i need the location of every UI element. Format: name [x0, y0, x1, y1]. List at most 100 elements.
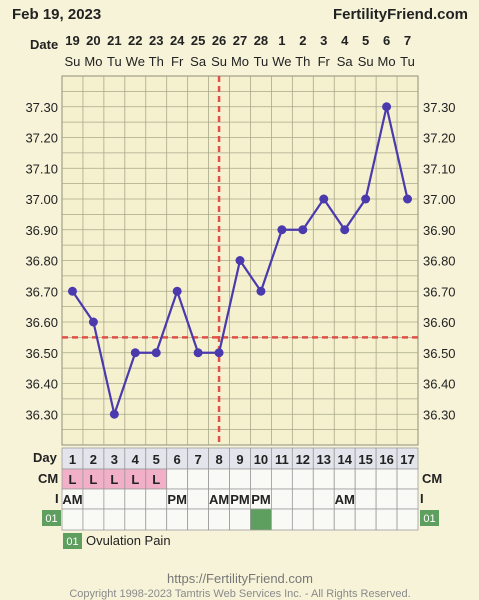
brand-name: FertilityFriend.com [333, 6, 468, 23]
day-number: 6 [174, 452, 181, 467]
day-number: 11 [275, 452, 289, 467]
cm-cell [166, 468, 189, 490]
temperature-point [277, 225, 287, 235]
cm-row-label-left: CM [38, 471, 58, 486]
date-label: 26 [212, 33, 226, 48]
weekday-label: We [272, 54, 291, 69]
weekday-label: Su [358, 54, 374, 69]
temperature-series [67, 102, 413, 419]
intercourse-cell [291, 488, 314, 510]
custom-cell [312, 508, 335, 531]
temperature-point [193, 348, 203, 358]
day-number: 13 [317, 452, 331, 467]
date-label: 22 [128, 33, 142, 48]
legend-label: Ovulation Pain [86, 533, 171, 548]
date-row-label: Date [30, 37, 58, 52]
intercourse-cell [396, 488, 419, 510]
temperature-point [109, 409, 119, 419]
intercourse-cell [124, 488, 147, 510]
y-tick-label: 37.00 [423, 192, 456, 207]
weekday-label: Sa [337, 54, 354, 69]
y-tick-label: 36.70 [423, 284, 456, 299]
cm-cell [354, 468, 377, 490]
date-label: 5 [362, 33, 369, 48]
y-tick-label: 37.10 [423, 161, 456, 176]
intercourse-cell [312, 488, 335, 510]
cm-value: L [68, 472, 76, 487]
custom-code-badge-right [420, 510, 439, 526]
date-label: 21 [107, 33, 121, 48]
y-tick-label: 36.50 [423, 346, 456, 361]
intercourse-cell [375, 488, 398, 510]
footer-url[interactable]: https://FertilityFriend.com [167, 571, 313, 586]
weekday-label: We [126, 54, 145, 69]
temperature-point [403, 194, 413, 204]
day-number: 17 [400, 452, 414, 467]
y-tick-label: 36.40 [25, 377, 58, 392]
custom-cell [145, 508, 168, 531]
y-tick-label: 36.30 [423, 407, 456, 422]
custom-cell [333, 508, 356, 531]
day-number: 16 [379, 452, 393, 467]
weekday-label: Mo [84, 54, 102, 69]
cm-value: L [152, 472, 160, 487]
cm-cell [187, 468, 209, 490]
intercourse-value: AM [62, 492, 82, 507]
legend-code: 01 [66, 536, 78, 548]
temperature-point [172, 286, 182, 296]
day-number: 12 [296, 452, 310, 467]
cm-cell [375, 468, 398, 490]
weekday-label: Fr [318, 54, 331, 69]
weekday-label: Tu [107, 54, 122, 69]
legend-badge [63, 533, 82, 549]
intercourse-value: AM [209, 492, 229, 507]
weekday-label: Tu [400, 54, 415, 69]
day-row-label: Day [33, 450, 58, 465]
day-number: 10 [254, 452, 268, 467]
intercourse-value: PM [230, 492, 250, 507]
temperature-point [361, 194, 371, 204]
cm-cell [333, 468, 356, 490]
y-tick-label: 37.30 [423, 100, 456, 115]
reference-lines [62, 76, 418, 445]
day-number: 14 [337, 452, 352, 467]
temperature-point [340, 225, 350, 235]
custom-cell [103, 508, 126, 531]
date-label: 7 [404, 33, 411, 48]
y-tick-label: 37.00 [25, 192, 58, 207]
y-tick-label: 36.50 [25, 346, 58, 361]
custom-cell [82, 508, 105, 531]
cm-cell [291, 468, 314, 490]
custom-cell [291, 508, 314, 531]
intercourse-cell [82, 488, 105, 510]
day-number: 1 [69, 452, 76, 467]
date-labels: 19 20 21 22 23 24 25 26 27 28 1 2 3 4 5 6 7 [65, 33, 411, 48]
date-label: 20 [86, 33, 100, 48]
y-tick-label: 37.20 [25, 131, 58, 146]
cm-cell [250, 468, 272, 490]
weekday-label: Sa [190, 54, 207, 69]
temperature-point [235, 256, 245, 265]
day-number: 15 [358, 452, 372, 467]
custom-cell [396, 508, 419, 531]
intercourse-value: PM [167, 492, 187, 507]
y-tick-label: 36.60 [423, 315, 456, 330]
day-number: 9 [236, 452, 243, 467]
y-tick-label: 36.90 [423, 223, 456, 238]
date-label: 2 [299, 33, 306, 48]
day-number: 8 [215, 452, 222, 467]
custom-cell [250, 508, 272, 531]
intercourse-row-label-left: I [55, 491, 59, 506]
custom-cell [187, 508, 209, 531]
custom-code-badge-left [42, 510, 61, 526]
y-tick-label: 36.90 [25, 223, 58, 238]
intercourse-value: AM [335, 492, 355, 507]
date-label: 1 [278, 33, 285, 48]
y-tick-label: 36.70 [25, 284, 58, 299]
temperature-point [256, 286, 266, 296]
temperature-point [214, 348, 224, 358]
day-number: 2 [90, 452, 97, 467]
cm-value: L [110, 472, 118, 487]
y-tick-label: 37.20 [423, 131, 456, 146]
